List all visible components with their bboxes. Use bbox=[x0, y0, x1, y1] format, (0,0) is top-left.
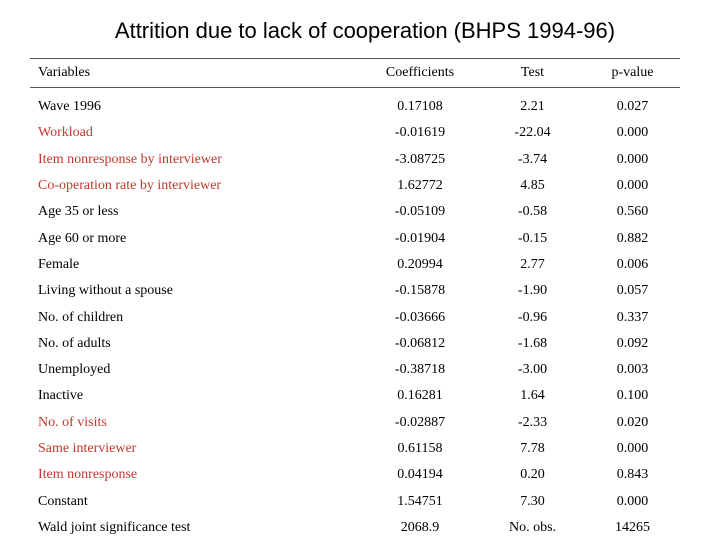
row-pvalue: 0.560 bbox=[616, 204, 649, 220]
table-row: Co-operation rate by interviewer 1.62772 4… bbox=[30, 173, 680, 199]
row-variable: No. of visits bbox=[38, 414, 107, 430]
row-coefficient: 0.17108 bbox=[397, 99, 443, 115]
table-row: Wald joint significance test 2068.9 No. ob… bbox=[30, 515, 680, 540]
row-pvalue: 0.000 bbox=[616, 178, 649, 194]
row-pvalue: 0.006 bbox=[616, 256, 649, 272]
row-variable: Wave 1996 bbox=[38, 99, 102, 115]
header-variables: Variables bbox=[38, 65, 91, 80]
row-test: No. obs. bbox=[508, 519, 557, 535]
row-test: -0.15 bbox=[517, 230, 548, 246]
table-row: Constant 1.54751 7.30 0.000 bbox=[30, 488, 680, 514]
row-variable: Constant bbox=[38, 493, 88, 509]
table-row: Item nonresponse by interviewer -3.08725 -… bbox=[30, 147, 680, 173]
table-header-row: Variables Coefficients Test p-value bbox=[30, 59, 680, 87]
row-test: 0.20 bbox=[520, 467, 545, 483]
table-row: Item nonresponse 0.04194 0.20 0.843 bbox=[30, 462, 680, 488]
row-coefficient: 1.62772 bbox=[397, 178, 443, 194]
row-pvalue: 0.003 bbox=[616, 362, 649, 378]
row-coefficient: -3.08725 bbox=[394, 151, 446, 167]
slide-title: Attrition due to lack of cooperation (BH… bbox=[114, 18, 616, 43]
row-variable: Co-operation rate by interviewer bbox=[38, 178, 222, 194]
row-coefficient: -0.02887 bbox=[394, 414, 446, 430]
row-pvalue: 0.092 bbox=[616, 335, 649, 351]
row-pvalue: 0.000 bbox=[616, 441, 649, 456]
row-pvalue: 0.027 bbox=[616, 99, 649, 115]
table-row: Workload -0.01619 -22.04 0.000 bbox=[30, 120, 680, 146]
table-row: No. of adults -0.06812 -1.68 0.092 bbox=[30, 331, 680, 357]
table-top-rule bbox=[30, 58, 680, 59]
row-pvalue: 0.882 bbox=[616, 230, 649, 246]
row-coefficient: 0.61158 bbox=[397, 441, 443, 456]
row-coefficient: 0.16281 bbox=[397, 388, 443, 404]
row-test: 2.21 bbox=[520, 99, 545, 115]
row-pvalue: 0.843 bbox=[616, 467, 649, 483]
row-variable: Same interviewer bbox=[38, 441, 137, 456]
row-coefficient: 1.54751 bbox=[397, 493, 443, 509]
row-variable: Item nonresponse bbox=[38, 467, 138, 483]
row-test: 7.30 bbox=[520, 493, 545, 509]
row-pvalue: 0.000 bbox=[616, 125, 649, 141]
header-pvalue: p-value bbox=[611, 65, 654, 80]
row-variable: No. of adults bbox=[38, 335, 111, 351]
table-row: No. of visits -0.02887 -2.33 0.020 bbox=[30, 410, 680, 436]
table-row: Unemployed -0.38718 -3.00 0.003 bbox=[30, 357, 680, 383]
row-pvalue: 0.057 bbox=[616, 283, 649, 299]
table-header-rule bbox=[30, 87, 680, 88]
table-row: Female 0.20994 2.77 0.006 bbox=[30, 252, 680, 278]
row-coefficient: -0.01619 bbox=[394, 125, 446, 141]
row-test: -22.04 bbox=[514, 125, 551, 141]
table-row: Same interviewer 0.61158 7.78 0.000 bbox=[30, 436, 680, 462]
table-row: Age 60 or more -0.01904 -0.15 0.882 bbox=[30, 225, 680, 251]
row-variable: Female bbox=[38, 256, 80, 272]
table-row: Wave 1996 0.17108 2.21 0.027 bbox=[30, 94, 680, 120]
row-test: -1.90 bbox=[517, 283, 548, 299]
row-test: 7.78 bbox=[520, 441, 545, 456]
row-test: 4.85 bbox=[520, 178, 545, 194]
row-coefficient: 0.20994 bbox=[397, 256, 443, 272]
row-variable: Unemployed bbox=[38, 362, 111, 378]
row-coefficient: -0.05109 bbox=[394, 204, 446, 220]
row-variable: Inactive bbox=[38, 388, 84, 404]
row-test: -0.96 bbox=[517, 309, 548, 325]
row-test: 2.77 bbox=[520, 256, 545, 272]
row-coefficient: -0.01904 bbox=[394, 230, 446, 246]
table-row: Age 35 or less -0.05109 -0.58 0.560 bbox=[30, 199, 680, 225]
row-variable: Age 35 or less bbox=[38, 204, 119, 220]
row-coefficient: 2068.9 bbox=[400, 519, 440, 535]
table-row: No. of children -0.03666 -0.96 0.337 bbox=[30, 304, 680, 330]
row-variable: Item nonresponse by interviewer bbox=[38, 151, 222, 167]
table-body: Wave 1996 0.17108 2.21 0.027 Workload -0.0161… bbox=[30, 88, 680, 540]
row-variable: Age 60 or more bbox=[38, 230, 127, 246]
row-pvalue: 14265 bbox=[615, 519, 650, 535]
row-pvalue: 0.000 bbox=[616, 493, 649, 509]
row-coefficient: -0.03666 bbox=[394, 309, 446, 325]
header-coefficients: Coefficients bbox=[385, 65, 455, 80]
row-variable: Workload bbox=[38, 125, 93, 141]
row-test: -3.00 bbox=[517, 362, 548, 378]
header-test: Test bbox=[520, 65, 545, 80]
row-pvalue: 0.337 bbox=[616, 309, 649, 325]
table-row: Living without a spouse -0.15878 -1.90 0.05… bbox=[30, 278, 680, 304]
row-pvalue: 0.020 bbox=[616, 414, 649, 430]
row-variable: No. of children bbox=[38, 309, 124, 325]
row-variable: Wald joint significance test bbox=[38, 519, 191, 535]
row-pvalue: 0.100 bbox=[616, 388, 649, 404]
row-test: -0.58 bbox=[517, 204, 548, 220]
row-coefficient: -0.38718 bbox=[394, 362, 446, 378]
results-table: Variables Coefficients Test p-value Wave… bbox=[30, 58, 680, 540]
table-row: Inactive 0.16281 1.64 0.100 bbox=[30, 383, 680, 409]
row-coefficient: -0.15878 bbox=[394, 283, 446, 299]
row-coefficient: 0.04194 bbox=[397, 467, 443, 483]
row-pvalue: 0.000 bbox=[616, 151, 649, 167]
row-test: -3.74 bbox=[517, 151, 548, 167]
row-test: 1.64 bbox=[520, 388, 545, 404]
row-test: -2.33 bbox=[517, 414, 548, 430]
row-coefficient: -0.06812 bbox=[394, 335, 446, 351]
row-test: -1.68 bbox=[517, 335, 548, 351]
row-variable: Living without a spouse bbox=[38, 283, 173, 299]
